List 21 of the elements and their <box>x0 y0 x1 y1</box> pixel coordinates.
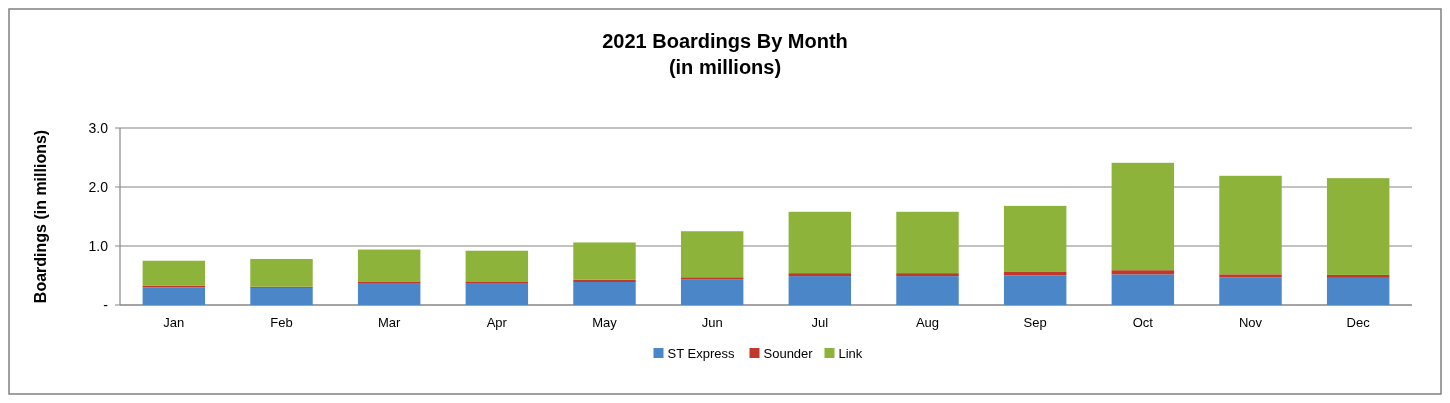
x-tick-label: May <box>592 315 618 330</box>
x-tick-label: Jun <box>701 315 723 330</box>
legend-label: ST Express <box>667 345 735 361</box>
chart-title: 2021 Boardings By Month (in millions) <box>602 30 848 78</box>
x-tick-label: Jul <box>811 315 829 330</box>
x-tick-label: Jan <box>163 315 185 330</box>
y-tick-label: 1.0 <box>88 237 109 254</box>
x-tick-label: Nov <box>1238 315 1263 330</box>
x-tick-label: Feb <box>270 315 293 330</box>
y-tick-label: 3.0 <box>88 119 109 136</box>
x-tick-label: Mar <box>377 315 402 330</box>
y-tick-label: 2.0 <box>88 178 109 195</box>
x-tick-label: Dec <box>1346 315 1371 330</box>
y-axis-title: Boardings (in millions) <box>32 129 49 304</box>
legend-label: Sounder <box>763 345 814 361</box>
legend-label: Link <box>838 345 863 361</box>
x-tick-label: Sep <box>1023 315 1047 330</box>
x-tick-label: Aug <box>915 315 940 330</box>
x-tick-label: Oct <box>1132 315 1154 330</box>
x-tick-label: Apr <box>486 315 508 330</box>
y-tick-label: - <box>103 296 109 313</box>
